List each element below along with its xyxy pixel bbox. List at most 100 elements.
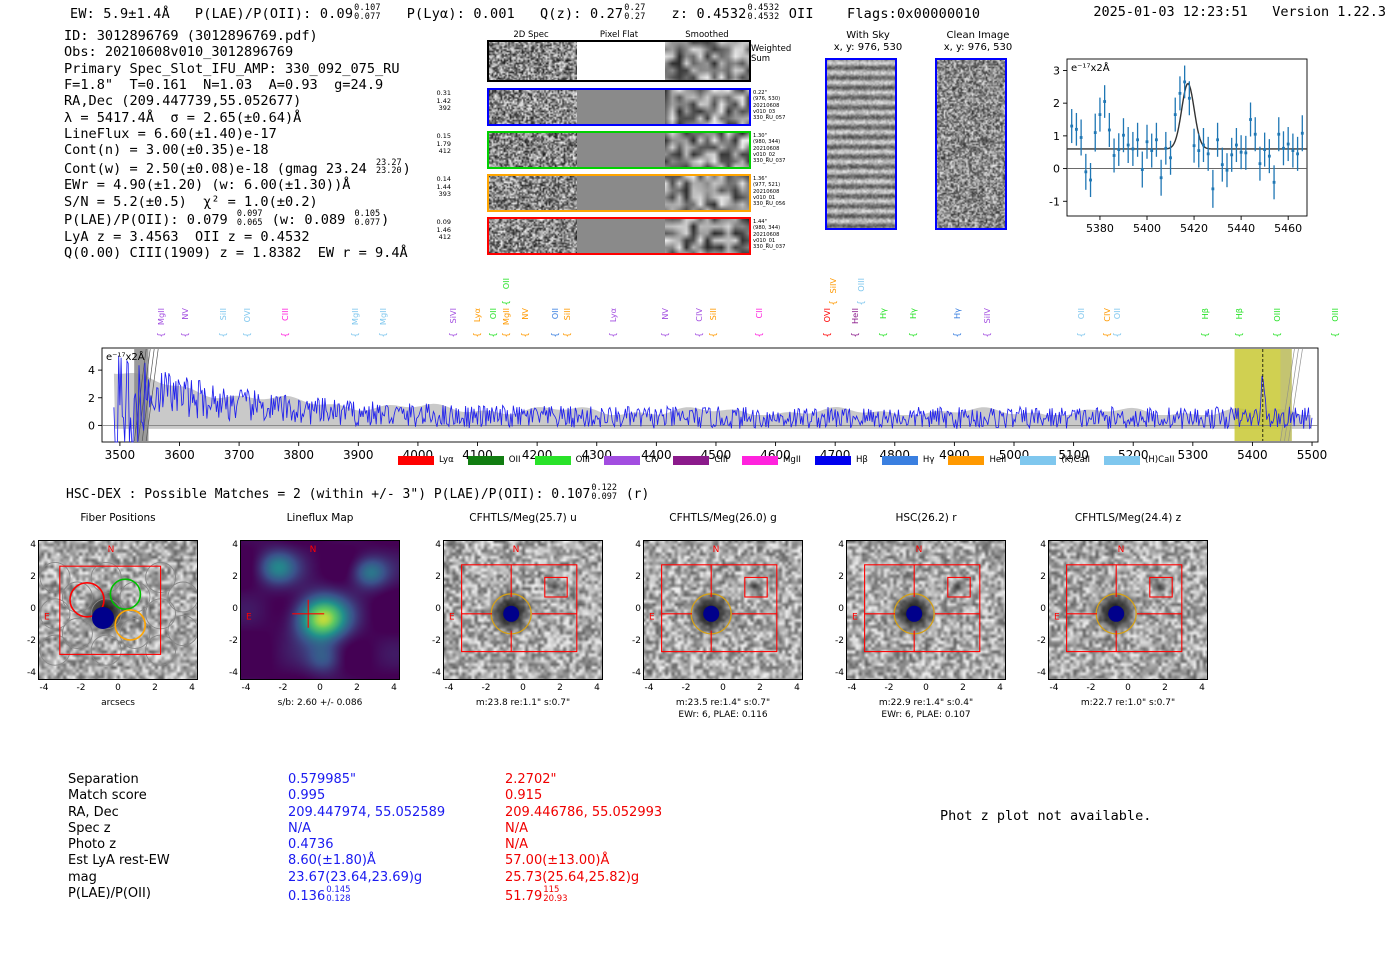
match-col2-value: 2.2702": [505, 772, 557, 787]
cutout-ytick-0-2: 0: [30, 604, 36, 614]
gmag-range: 23.27 23.20: [376, 157, 402, 177]
svg-text:4: 4: [88, 364, 95, 377]
cutout-ytick-2-2: 0: [435, 604, 441, 614]
legend-label: Hγ: [922, 455, 935, 465]
emission-line-label-civ-29: CIV: [1102, 308, 1112, 322]
sky-panel-image-0: [825, 58, 897, 230]
info-line-10: S/N = 5.2(±0.5) χ² = 1.0(±0.2): [64, 194, 411, 210]
emission-line-label-oiii-33: OIII: [1272, 308, 1282, 322]
legend-label: MgII: [783, 455, 801, 465]
cutout-ytick-4-0: 4: [838, 540, 844, 550]
emission-line-label-cii-19: CII: [754, 308, 764, 319]
legend-item-oiii: OIII: [534, 455, 590, 465]
legend-swatch: [881, 455, 918, 465]
cutout-ytick-4-1: 2: [838, 572, 844, 582]
emission-line-label-nv-16: NV: [660, 308, 670, 320]
cutout-xtick-4-3: 2: [960, 683, 966, 693]
svg-text:e⁻¹⁷x2Å: e⁻¹⁷x2Å: [1071, 61, 1110, 74]
cutout-ytick-0-0: 4: [30, 540, 36, 550]
spectrum-legend: Lyα OII OIII CIV CIII MgII Hβ Hγ HeII (K)CaII (H)C…: [398, 455, 1189, 465]
sky-panel-title-1: Clean Image x, y: 976, 530: [913, 30, 1043, 54]
legend-swatch: [603, 455, 640, 465]
emission-line-brace-25: {: [909, 332, 919, 338]
info-line-text: Cont(w) = 2.50(±0.08)e-18 (gmag 23.24: [64, 160, 375, 177]
match-col1-value: 209.447974, 55.052589: [288, 804, 446, 820]
match-col1-value: 23.67(23.64,23.69)g: [288, 869, 423, 885]
emission-line-label-lyα-8: Lyα: [472, 308, 482, 323]
legend-item-civ: CIV: [603, 455, 659, 465]
legend-swatch: [1020, 455, 1057, 465]
legend-item-hcaii: (H)CaII: [1103, 455, 1175, 465]
cutout-title-1: Lineflux Map: [286, 512, 354, 524]
match-col1-value: 8.60(±1.80)Å: [288, 853, 376, 869]
legend-label: CIII: [714, 455, 728, 465]
weighted-sum-label: Weighted Sum: [751, 44, 792, 64]
legend-swatch: [467, 455, 504, 465]
info-line-11: P(LAE)/P(OII): 0.079 0.097 0.065 (w: 0.08…: [64, 209, 390, 229]
spec2d-row-1: [487, 88, 751, 126]
cutout-overlay-1: NE: [246, 545, 325, 628]
spec2d-row-2: [487, 131, 751, 169]
source-info-block: ID: 3012896769 (3012896769.pdf) Obs: 2021…: [64, 28, 411, 261]
match-row-label: Photo z: [68, 837, 117, 853]
cutout-title-5: CFHTLS/Meg(24.4) z: [1074, 512, 1182, 524]
emission-line-label-oii-30: OII: [1112, 308, 1122, 320]
legend-item-hγ: Hγ: [881, 455, 935, 465]
spec2d-row-0: [487, 40, 751, 82]
cutout-ytick-2-1: 2: [435, 572, 441, 582]
info-line-8: Cont(w) = 2.50(±0.08)e-18 (gmag 23.24 23…: [64, 157, 411, 177]
cutout-xtick-2-2: 0: [520, 683, 526, 693]
info-line-text: Q(0.00) CIII(1909) z = 1.8382 EW r = 9.4…: [64, 244, 408, 261]
compass-east-label: E: [44, 612, 50, 622]
emission-line-brace-21: {: [829, 300, 839, 306]
cutout-xtick-5-2: 0: [1125, 683, 1131, 693]
cutout-title-4: HSC(26.2) r: [895, 512, 957, 524]
emission-line-brace-4: {: [281, 332, 291, 338]
emission-line-brace-22: {: [851, 332, 861, 338]
emission-line-brace-26: {: [953, 332, 963, 338]
cutout-caption-line: m:22.7 re:1.0" s:0.7": [1080, 698, 1176, 708]
sky-panel-title-0: With Sky x, y: 976, 530: [803, 30, 933, 54]
emission-line-label-siiv-27: SiIV: [982, 308, 992, 324]
cutout-row: Fiber Positions N E 4 2 0 -2 -4 -4 -2 0 2 4 arcsecs Li…: [0, 512, 1400, 737]
emission-line-brace-31: {: [1201, 332, 1211, 338]
match-col2-value: 51.79 115 20.93: [505, 885, 568, 905]
compass-east-label: E: [1054, 612, 1060, 622]
legend-item-lyα: Lyα: [398, 455, 454, 465]
emission-line-label-ovi-20: OVI: [822, 308, 832, 323]
photz-note: Phot z plot not available.: [940, 808, 1152, 824]
legend-item-mgii: MgII: [742, 455, 801, 465]
sky-panel-name: With Sky: [846, 30, 890, 41]
legend-item-hβ: Hβ: [814, 455, 868, 465]
cutout-ytick-5-3: -2: [1037, 636, 1046, 646]
cutout-ytick-4-4: -4: [835, 668, 844, 678]
info-line-text: LineFlux = 6.60(±1.40)e-17: [64, 126, 277, 143]
spec2d-row-left-labels-3: 0.14 1.44 393: [436, 175, 451, 199]
cutout-xtick-0-0: -4: [39, 683, 49, 693]
emission-line-brace-5: {: [351, 332, 361, 338]
cutout-ytick-1-1: 2: [232, 572, 238, 582]
cutout-overlay-2: NE: [449, 545, 578, 653]
info-line-12: LyA z = 3.4563 OII z = 0.4532: [64, 229, 411, 245]
emission-line-brace-29: {: [1103, 332, 1113, 338]
timestamp: 2025-01-03 12:23:51: [1093, 4, 1248, 20]
header-qz-range: 0.27 0.27: [624, 3, 646, 22]
svg-text:5440: 5440: [1227, 222, 1255, 235]
cutout-overlay-5: NE: [1054, 545, 1183, 653]
emission-line-brace-34: {: [1331, 332, 1341, 338]
legend-label: (H)CaII: [1144, 455, 1175, 465]
emission-line-label-mgii-0: MgII: [156, 308, 166, 326]
match-col1-value: 0.579985": [288, 772, 357, 787]
cutout-xtick-4-4: 4: [997, 683, 1003, 693]
cutout-ytick-1-2: 0: [232, 604, 238, 614]
legend-label: OII: [508, 455, 521, 465]
emission-line-brace-8: {: [473, 332, 483, 338]
header-plae-range: 0.107 0.077: [354, 3, 381, 22]
cutout-ytick-0-1: 2: [30, 572, 36, 582]
